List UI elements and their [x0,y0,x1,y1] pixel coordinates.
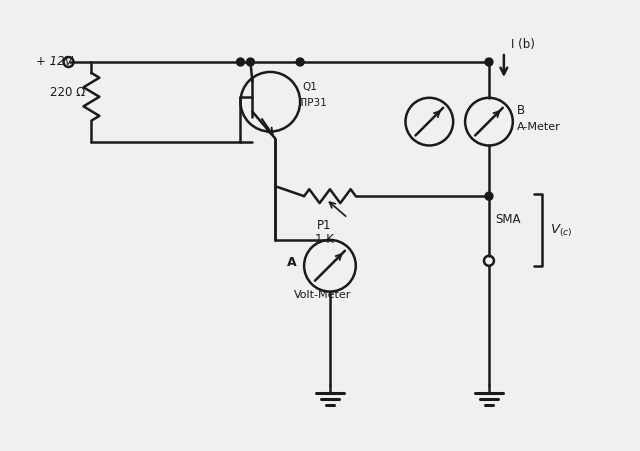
Text: I (b): I (b) [511,38,534,51]
Text: 220 Ω: 220 Ω [50,86,85,99]
Text: TIP31: TIP31 [298,97,327,107]
Text: A: A [287,256,296,269]
Text: + 12V: + 12V [36,55,72,67]
Text: P1: P1 [317,218,332,231]
Text: Volt-Meter: Volt-Meter [294,289,351,299]
Circle shape [237,59,244,67]
Text: SMA: SMA [495,212,520,226]
Text: $V_{(c)}$: $V_{(c)}$ [550,222,572,239]
Circle shape [485,193,493,201]
Text: B: B [516,104,525,117]
Text: 1 K: 1 K [314,232,333,245]
Text: A-Meter: A-Meter [516,121,561,131]
Text: Q1: Q1 [302,82,317,92]
Circle shape [246,59,255,67]
Circle shape [485,59,493,67]
Circle shape [296,59,304,67]
